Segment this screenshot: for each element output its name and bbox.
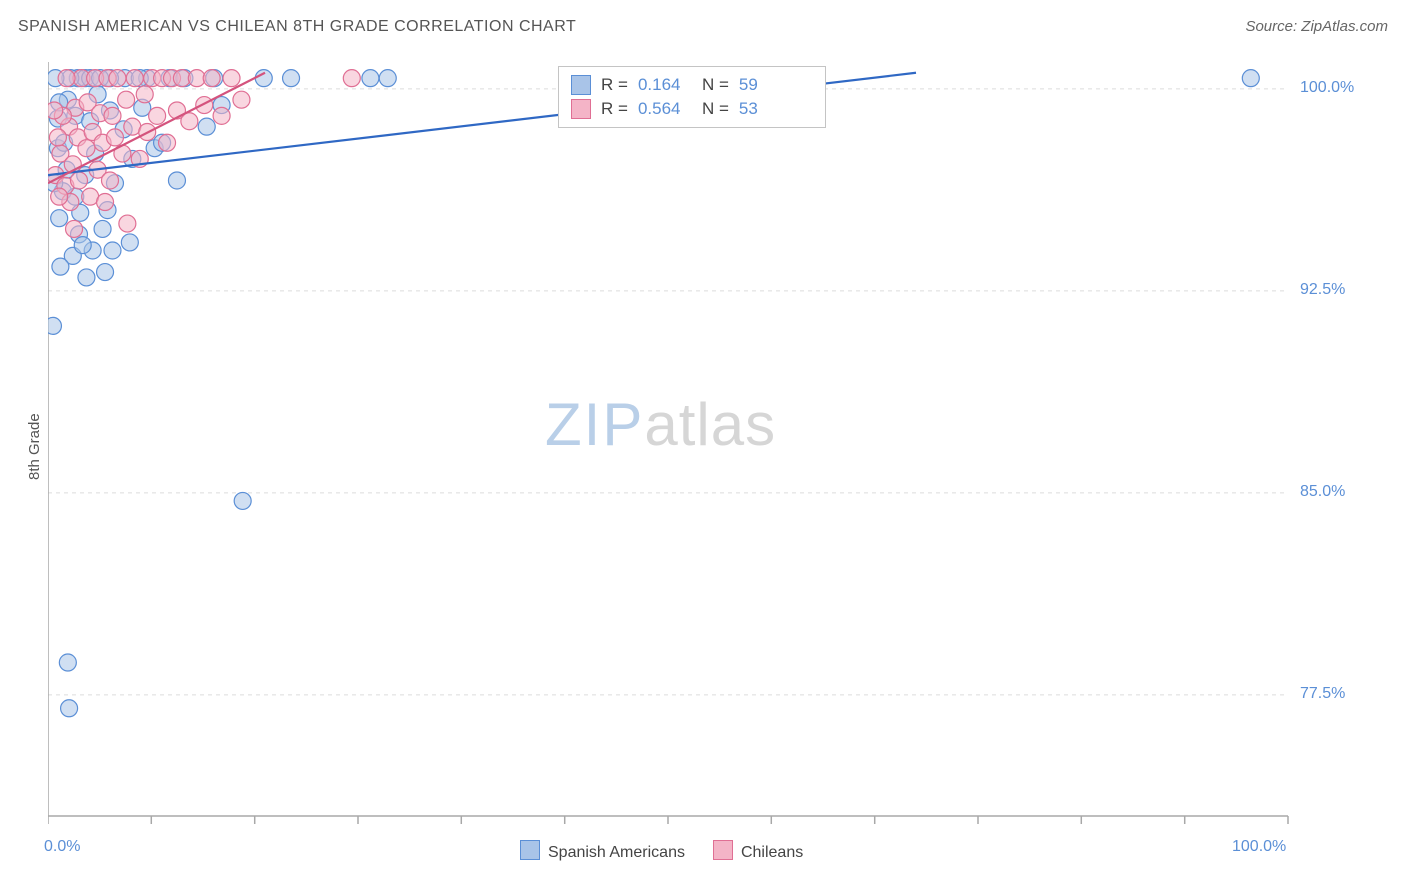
legend-series-name: Spanish Americans bbox=[548, 844, 685, 861]
x-tick-label: 0.0% bbox=[44, 838, 80, 856]
chart-title: SPANISH AMERICAN VS CHILEAN 8TH GRADE CO… bbox=[18, 18, 576, 35]
correlation-chart bbox=[48, 62, 1308, 836]
legend-n-label: N = bbox=[702, 99, 729, 119]
legend-swatch bbox=[571, 99, 591, 119]
legend-item: Chileans bbox=[713, 840, 803, 862]
legend-swatch bbox=[713, 840, 733, 860]
legend-r-value: 0.564 bbox=[638, 99, 692, 119]
legend-row: R = 0.164 N = 59 bbox=[571, 73, 813, 97]
legend-r-label: R = bbox=[601, 99, 628, 119]
legend-swatch bbox=[520, 840, 540, 860]
legend-row: R = 0.564 N = 53 bbox=[571, 97, 813, 121]
correlation-legend: R = 0.164 N = 59 R = 0.564 N = 53 bbox=[558, 66, 826, 128]
y-tick-label: 85.0% bbox=[1300, 483, 1345, 501]
legend-r-value: 0.164 bbox=[638, 75, 692, 95]
legend-swatch bbox=[571, 75, 591, 95]
legend-item: Spanish Americans bbox=[520, 840, 685, 862]
legend-series-name: Chileans bbox=[741, 844, 803, 861]
y-tick-label: 100.0% bbox=[1300, 79, 1354, 97]
y-tick-label: 77.5% bbox=[1300, 685, 1345, 703]
y-axis-label: 8th Grade bbox=[26, 413, 43, 480]
legend-n-label: N = bbox=[702, 75, 729, 95]
y-tick-label: 92.5% bbox=[1300, 281, 1345, 299]
series-legend: Spanish Americans Chileans bbox=[520, 840, 803, 862]
legend-n-value: 53 bbox=[739, 99, 793, 119]
legend-r-label: R = bbox=[601, 75, 628, 95]
x-tick-label: 100.0% bbox=[1232, 838, 1286, 856]
source-label: Source: ZipAtlas.com bbox=[1245, 18, 1388, 35]
legend-n-value: 59 bbox=[739, 75, 793, 95]
